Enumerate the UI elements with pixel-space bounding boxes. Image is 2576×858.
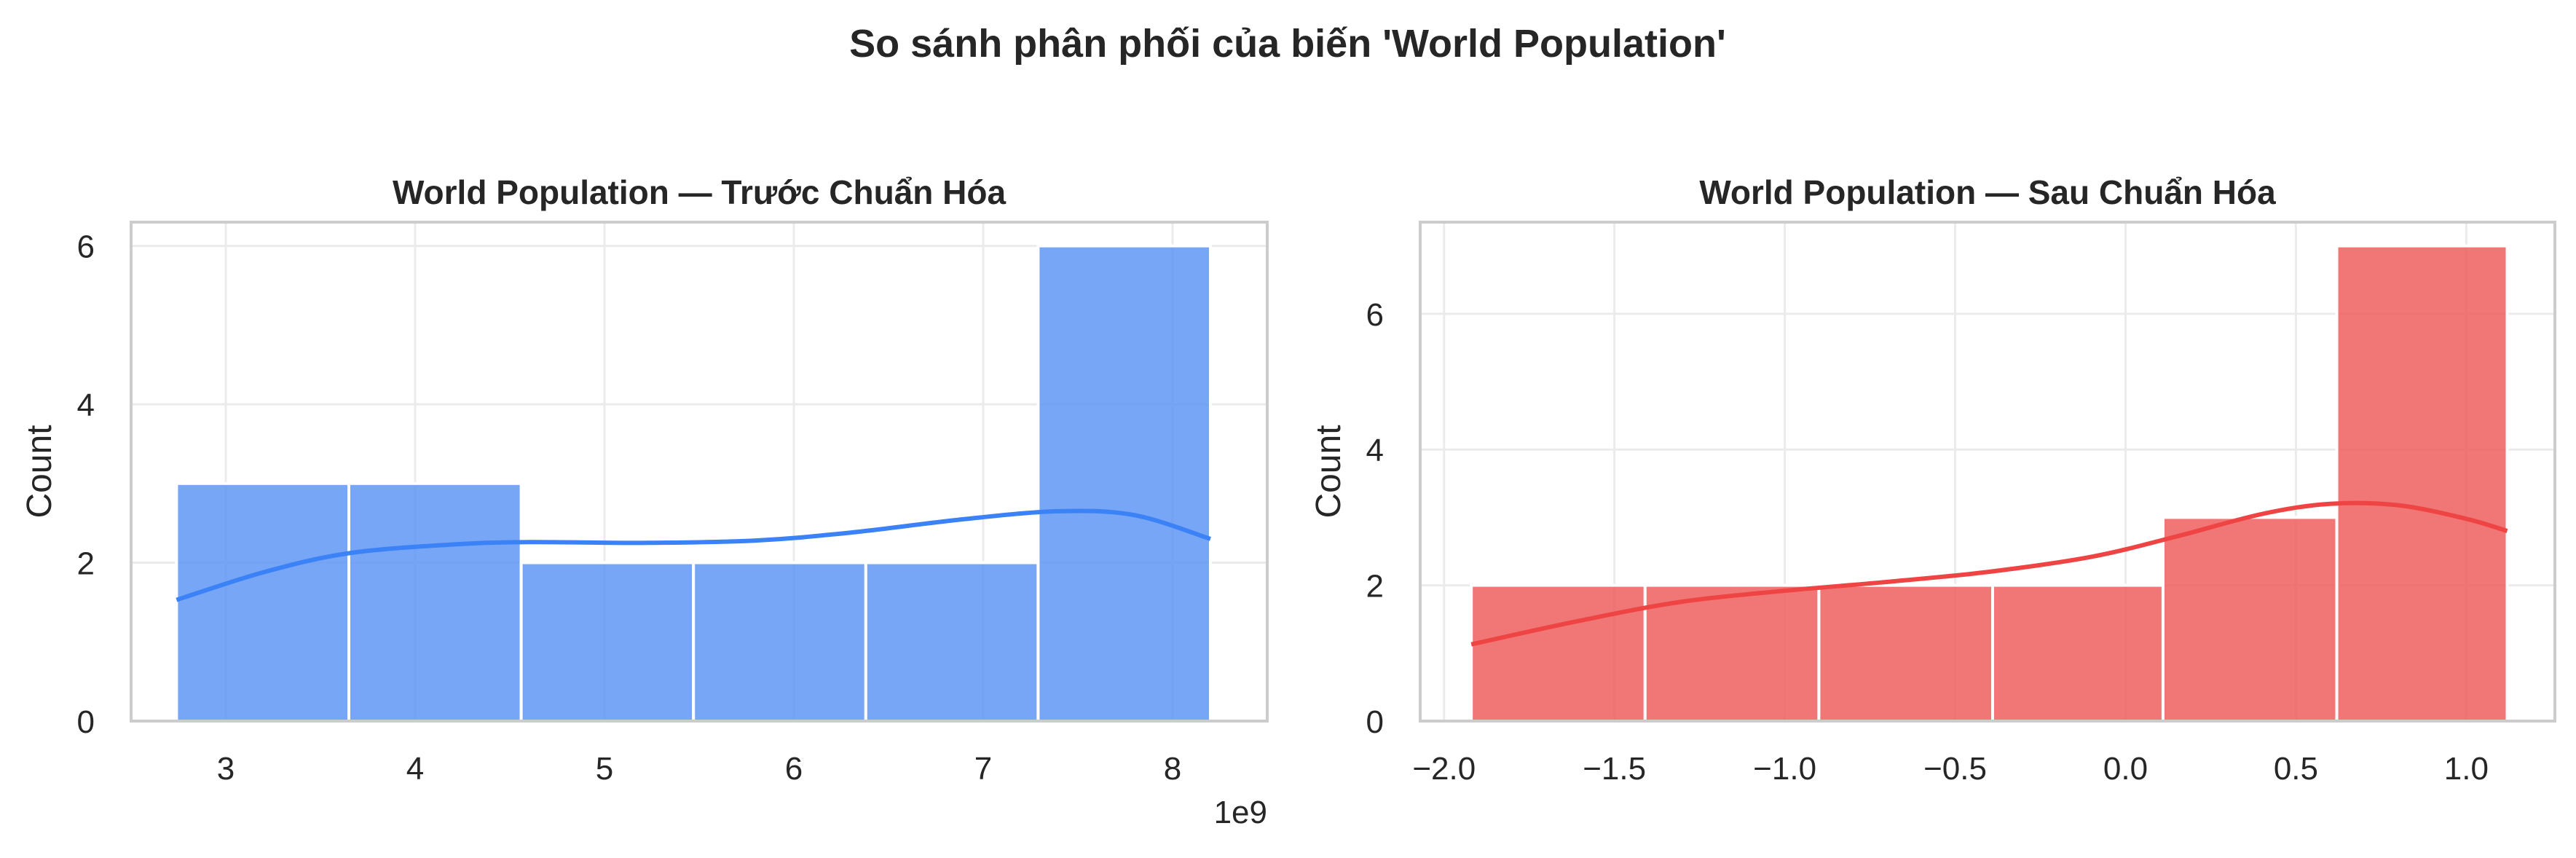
- histogram-bar: [2335, 244, 2509, 723]
- x-tick-label: 8: [1164, 751, 1181, 787]
- x-tick-label: 4: [406, 751, 424, 787]
- axes-frame: [1419, 221, 2556, 723]
- x-tick-label: 7: [974, 751, 992, 787]
- kde-curve: [176, 508, 1211, 602]
- x-tick-label: 0.5: [2274, 751, 2318, 787]
- histogram-bar: [1991, 583, 2165, 723]
- y-tick-label: 0: [1366, 704, 1384, 740]
- histogram-bar: [1643, 583, 1821, 723]
- kde-curve: [1470, 500, 2508, 647]
- histogram-before-normalization: World Population — Trước Chuẩn Hóa 3 4 5 6 7 8…: [20, 173, 1269, 830]
- histogram-bar: [175, 481, 350, 723]
- x-tick-label: 6: [785, 751, 803, 787]
- x-tick-label: −1.5: [1583, 751, 1646, 787]
- histogram-bar: [519, 561, 696, 723]
- y-tick-label: 2: [1366, 569, 1384, 605]
- axes-frame: [130, 221, 1269, 723]
- y-tick-label: 0: [77, 704, 95, 740]
- y-tick-label: 4: [77, 387, 95, 423]
- histogram-bar: [1817, 583, 1995, 723]
- panel-title: World Population — Trước Chuẩn Hóa: [393, 173, 1006, 211]
- x-offset-label: 1e9: [1214, 795, 1267, 830]
- histogram-bar: [1036, 244, 1213, 723]
- histogram-bar: [1470, 583, 1647, 723]
- y-axis-label: Count: [20, 425, 59, 518]
- histogram-bar: [692, 561, 867, 723]
- y-tick-label: 6: [77, 229, 95, 265]
- histogram-after-normalization: World Population — Sau Chuẩn Hóa −2.0 −1.5…: [1309, 173, 2556, 787]
- y-tick-label: 4: [1366, 433, 1384, 468]
- x-tick-label: −0.5: [1923, 751, 1987, 787]
- x-tick-label: −1.0: [1753, 751, 1816, 787]
- x-tick-label: 1.0: [2444, 751, 2489, 787]
- x-tick-label: 3: [217, 751, 235, 787]
- x-tick-label: 5: [596, 751, 613, 787]
- histogram-bar: [864, 561, 1040, 723]
- x-tick-label: 0.0: [2103, 751, 2148, 787]
- y-axis-label: Count: [1309, 425, 1348, 518]
- figure-title: So sánh phân phối của biến 'World Popula…: [849, 22, 1726, 66]
- panel-title: World Population — Sau Chuẩn Hóa: [1699, 173, 2276, 211]
- histogram-bar: [347, 481, 523, 723]
- y-tick-label: 2: [77, 546, 95, 582]
- y-tick-label: 6: [1366, 297, 1384, 333]
- x-tick-label: −2.0: [1412, 751, 1476, 787]
- histogram-bar: [2161, 516, 2339, 723]
